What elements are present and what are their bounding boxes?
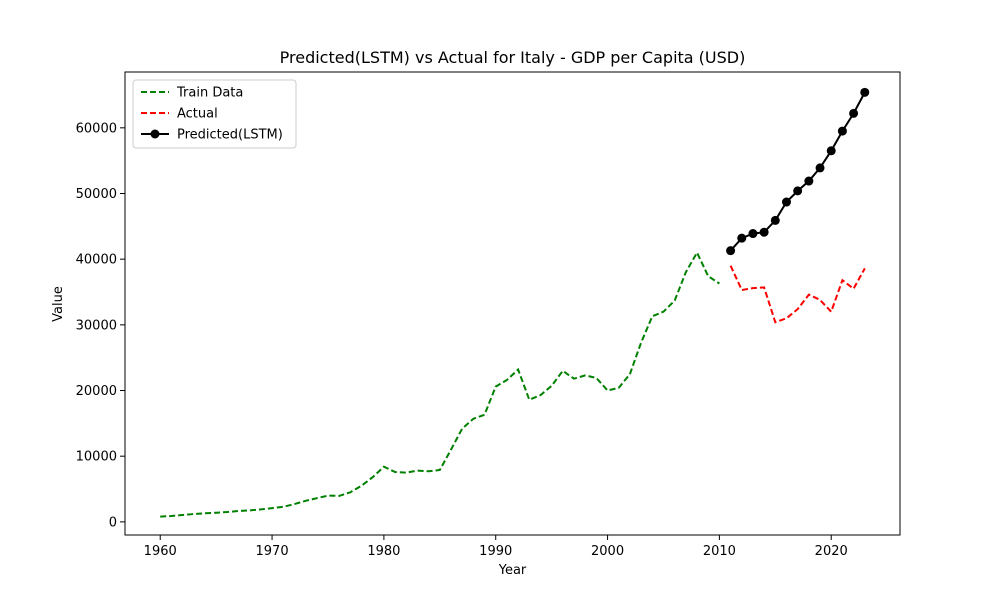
series-line-actual [729, 265, 866, 324]
data-point-predicted-lstm [737, 233, 747, 243]
y-tick-label: 50000 [76, 187, 117, 202]
x-tick-label: 1980 [367, 544, 400, 559]
x-axis-label: Year [498, 563, 527, 578]
data-point-predicted-lstm [726, 246, 736, 256]
chart-title: Predicted(LSTM) vs Actual for Italy - GD… [280, 48, 746, 67]
legend: Train Data Actual Predicted(LSTM) [132, 79, 297, 149]
x-tick-label: 1990 [479, 544, 512, 559]
x-tick-label: 2010 [703, 544, 736, 559]
x-tick-label: 2020 [815, 544, 848, 559]
x-tick-label: 1970 [256, 544, 289, 559]
series-line-train-data [160, 250, 720, 518]
legend-label-predicted-lstm: Predicted(LSTM) [177, 128, 283, 143]
x-tick-label: 2000 [591, 544, 624, 559]
legend-marker-predicted-lstm [150, 129, 160, 139]
plot-frame [124, 71, 901, 536]
legend-label-actual: Actual [177, 107, 218, 122]
data-point-predicted-lstm [748, 229, 758, 239]
y-tick-label: 60000 [76, 121, 117, 136]
data-point-predicted-lstm [781, 197, 791, 207]
legend-label-train-data: Train Data [176, 86, 243, 101]
y-tick-label: 10000 [76, 450, 117, 465]
y-tick-label: 30000 [76, 318, 117, 333]
data-point-predicted-lstm [826, 146, 836, 156]
data-point-predicted-lstm [770, 215, 780, 225]
data-point-predicted-lstm [860, 87, 870, 97]
legend-box [132, 79, 297, 149]
x-tick-label: 1960 [144, 544, 177, 559]
data-point-predicted-lstm [837, 126, 847, 136]
y-tick-label: 20000 [76, 384, 117, 399]
data-point-predicted-lstm [815, 163, 825, 173]
plot-area: 1960 1970 1980 1990 2000 2010 2020 0 10000 20000 3… [76, 71, 901, 559]
y-tick-label: 40000 [76, 253, 117, 268]
data-point-predicted-lstm [804, 176, 814, 186]
data-point-predicted-lstm [759, 227, 769, 237]
data-point-predicted-lstm [793, 186, 803, 196]
y-axis-label: Value [51, 286, 66, 322]
y-tick-label: 0 [109, 515, 117, 530]
data-point-predicted-lstm [849, 108, 859, 118]
